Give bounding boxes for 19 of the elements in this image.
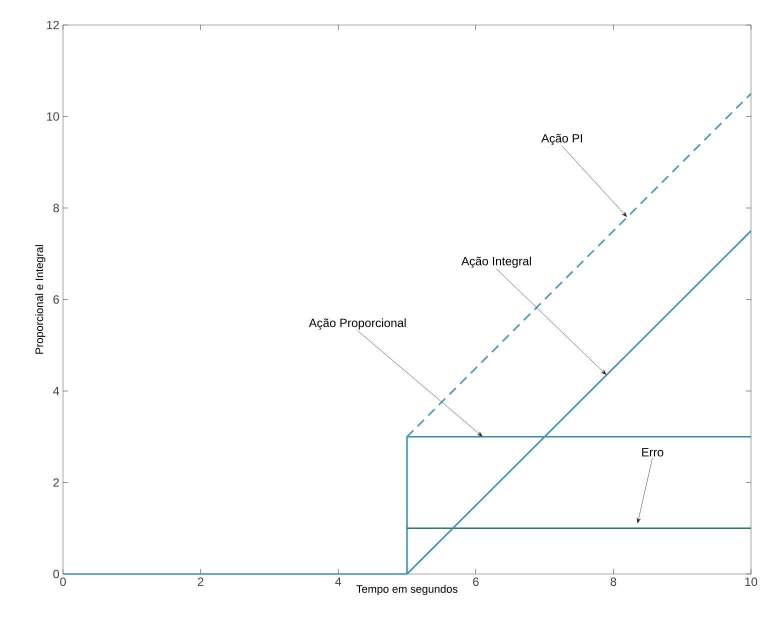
y-tick-label: 10 — [47, 112, 60, 121]
x-tick-label: 2 — [198, 578, 204, 586]
x-tick-label: 0 — [60, 578, 66, 586]
x-tick-label: 10 — [745, 578, 758, 586]
y-tick-label: 6 — [53, 295, 59, 304]
x-axis-title: Tempo em segundos — [356, 584, 458, 596]
x-tick-label: 6 — [473, 578, 479, 586]
annotation: Ação PI — [541, 134, 582, 145]
y-axis-title: Proporcional e Integral — [35, 245, 46, 354]
y-tick-label: 4 — [53, 386, 60, 396]
annotation: Ação Proporcional — [308, 318, 406, 330]
x-tick-label: 8 — [610, 578, 616, 586]
y-tick-label: 2 — [53, 478, 59, 487]
x-tick-label: 4 — [335, 578, 342, 586]
annotation: Erro — [642, 448, 664, 456]
y-tick-label: 8 — [53, 204, 59, 212]
y-tick-label: 0 — [53, 570, 60, 578]
annotation: Ação Integral — [461, 256, 531, 268]
y-tick-label: 12 — [47, 20, 59, 30]
